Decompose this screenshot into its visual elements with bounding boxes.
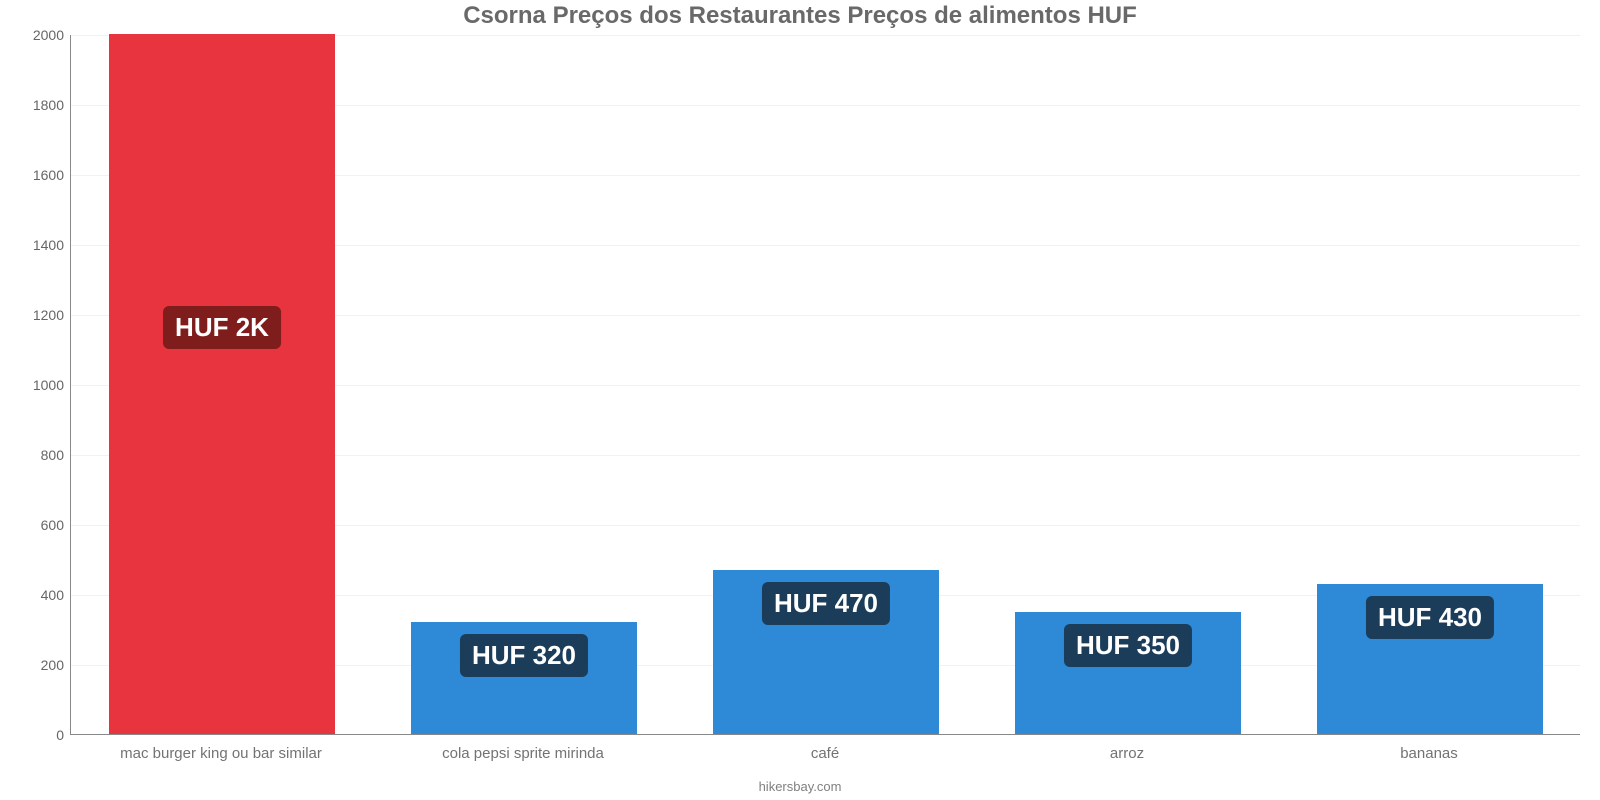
y-tick-label: 1800 xyxy=(14,97,64,113)
bar xyxy=(109,34,336,734)
y-tick-label: 2000 xyxy=(14,27,64,43)
y-tick-label: 200 xyxy=(14,657,64,673)
x-category-label: café xyxy=(811,745,839,762)
bar-value-label: HUF 430 xyxy=(1366,596,1494,639)
x-category-label: cola pepsi sprite mirinda xyxy=(442,745,604,762)
y-tick-label: 0 xyxy=(14,727,64,743)
y-tick-label: 1000 xyxy=(14,377,64,393)
bar-value-label: HUF 320 xyxy=(460,634,588,677)
plot-area: HUF 2K HUF 320 HUF 470 HUF 350 HUF 430 xyxy=(70,35,1580,735)
bar-value-label: HUF 2K xyxy=(163,306,281,349)
y-tick-label: 1200 xyxy=(14,307,64,323)
x-category-label: bananas xyxy=(1400,745,1458,762)
bar-value-label: HUF 350 xyxy=(1064,624,1192,667)
y-tick-label: 1600 xyxy=(14,167,64,183)
y-tick-label: 600 xyxy=(14,517,64,533)
x-category-label: arroz xyxy=(1110,745,1144,762)
y-tick-label: 400 xyxy=(14,587,64,603)
bar-value-label: HUF 470 xyxy=(762,582,890,625)
chart-footer: hikersbay.com xyxy=(0,779,1600,794)
x-category-label: mac burger king ou bar similar xyxy=(120,745,322,762)
y-tick-label: 800 xyxy=(14,447,64,463)
chart-title: Csorna Preços dos Restaurantes Preços de… xyxy=(0,2,1600,30)
y-tick-label: 1400 xyxy=(14,237,64,253)
price-bar-chart: Csorna Preços dos Restaurantes Preços de… xyxy=(0,0,1600,800)
